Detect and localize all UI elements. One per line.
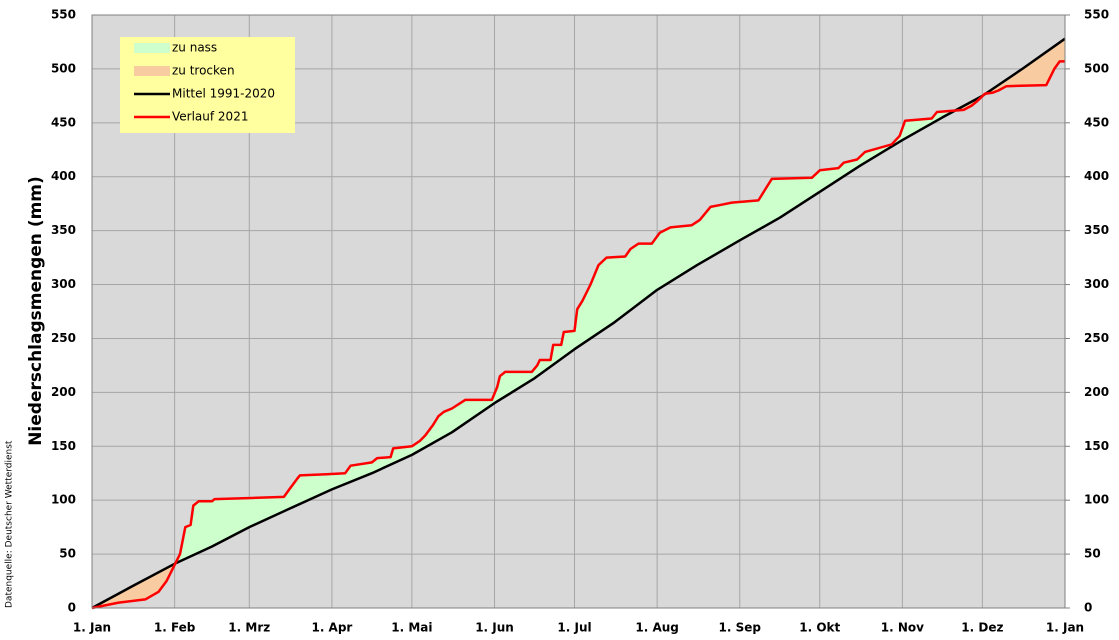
y2-tick-label: 50 xyxy=(1084,547,1101,561)
x-tick-label: 1. Mai xyxy=(391,621,432,635)
y-axis-label: Niederschlagsmengen (mm) xyxy=(26,176,46,446)
y2-tick-label: 350 xyxy=(1084,223,1109,237)
y2-tick-label: 550 xyxy=(1084,8,1109,22)
legend-label: zu nass xyxy=(172,41,217,55)
x-tick-label: 1. Feb xyxy=(154,621,196,635)
y2-tick-label: 250 xyxy=(1084,331,1109,345)
y-tick-label: 0 xyxy=(68,601,76,615)
y2-tick-label: 150 xyxy=(1084,439,1109,453)
x-tick-label: 1. Aug xyxy=(635,621,679,635)
source-note: Datenquelle: Deutscher Wetterdienst xyxy=(5,440,15,608)
x-tick-label: 1. Dez xyxy=(961,621,1003,635)
x-tick-label: 1. Jul xyxy=(557,621,591,635)
x-tick-label: 1. Jan xyxy=(1046,621,1084,635)
y-tick-label: 550 xyxy=(51,8,76,22)
y2-tick-label: 450 xyxy=(1084,115,1109,129)
y-tick-label: 400 xyxy=(51,169,76,183)
y2-tick-label: 200 xyxy=(1084,385,1109,399)
line-series xyxy=(91,60,1065,610)
y2-tick-label: 400 xyxy=(1084,169,1109,183)
legend-label: Verlauf 2021 xyxy=(172,110,248,124)
y2-tick-label: 300 xyxy=(1084,277,1109,291)
plot-border xyxy=(91,14,1066,609)
y-tick-label: 450 xyxy=(51,115,76,129)
y-tick-label: 100 xyxy=(51,493,76,507)
legend-label: Mittel 1991-2020 xyxy=(172,87,275,101)
y2-tick-label: 500 xyxy=(1084,61,1109,75)
x-tick-label: 1. Okt xyxy=(799,621,840,635)
y2-tick-label: 0 xyxy=(1084,601,1092,615)
y-tick-label: 200 xyxy=(51,385,76,399)
legend-label: zu trocken xyxy=(172,64,235,78)
y-tick-label: 350 xyxy=(51,223,76,237)
x-tick-label: 1. Jun xyxy=(475,621,514,635)
y-tick-label: 150 xyxy=(51,439,76,453)
x-tick-label: 1. Mrz xyxy=(228,621,270,635)
y-tick-label: 250 xyxy=(51,331,76,345)
line-series xyxy=(91,37,1066,610)
x-tick-label: 1. Apr xyxy=(311,621,352,635)
x-tick-label: 1. Jan xyxy=(73,621,111,635)
x-tick-label: 1. Nov xyxy=(881,621,924,635)
y-tick-label: 300 xyxy=(51,277,76,291)
y-tick-label: 500 xyxy=(51,61,76,75)
legend-swatch xyxy=(134,66,170,76)
y2-tick-label: 100 xyxy=(1084,493,1109,507)
x-tick-label: 1. Sep xyxy=(719,621,762,635)
y-tick-label: 50 xyxy=(59,547,76,561)
legend-swatch xyxy=(134,43,170,53)
